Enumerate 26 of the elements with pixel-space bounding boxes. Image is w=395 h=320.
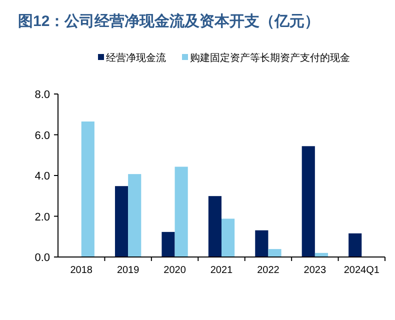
x-tick-label: 2024Q1 [344, 265, 380, 276]
x-tick-label: 2021 [210, 265, 234, 276]
bar [208, 196, 222, 257]
bar [162, 232, 175, 257]
legend-label: 购建固定资产等长期资产支付的现金 [190, 52, 350, 64]
bar [174, 166, 188, 257]
y-tick-label: 2.0 [34, 211, 50, 224]
y-tick-label: 6.0 [34, 130, 50, 142]
bar [348, 233, 362, 257]
bar [222, 218, 235, 257]
bar [114, 186, 128, 257]
x-tick-label: 2018 [70, 265, 93, 276]
x-tick-label: 2022 [257, 265, 280, 276]
legend-label: 经营净现金流 [106, 52, 166, 64]
x-tick-label: 2020 [164, 265, 186, 276]
y-tick-label: 4.0 [34, 170, 50, 182]
y-tick-label: 0.0 [34, 252, 50, 264]
bar [81, 122, 94, 257]
x-tick-label: 2023 [304, 265, 326, 276]
y-tick-label: 8.0 [34, 89, 50, 101]
bar [268, 249, 282, 257]
bar [255, 230, 268, 257]
bar [128, 174, 142, 257]
x-tick-label: 2019 [116, 265, 140, 276]
bar [302, 146, 315, 257]
chart-title: 图12：公司经营净现金流及资本开支（亿元） [18, 12, 320, 30]
